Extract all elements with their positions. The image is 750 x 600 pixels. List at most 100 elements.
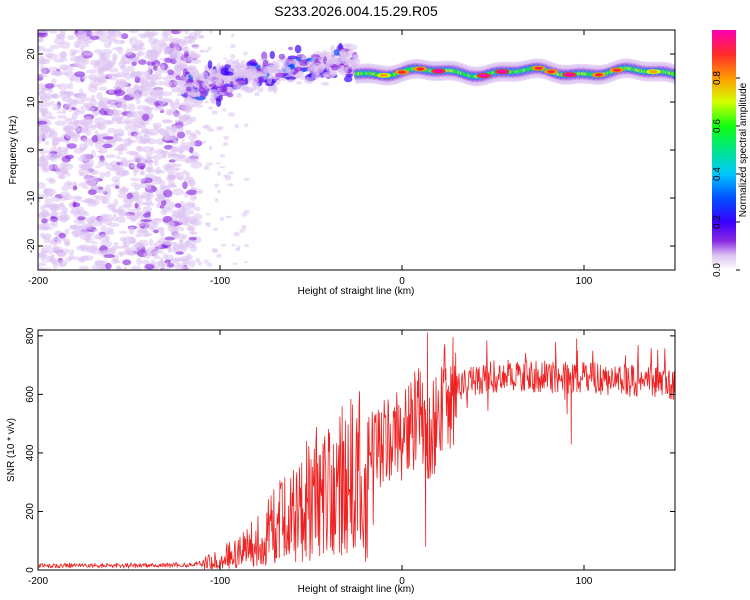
noise-blob [108, 89, 114, 93]
colorbar-tick-label: 0.4 [712, 167, 723, 181]
noise-blob [185, 130, 192, 132]
colorbar-gradient [712, 30, 736, 270]
noise-blob [158, 250, 165, 254]
signal-blob [281, 59, 292, 66]
noise-blob [163, 189, 173, 198]
noise-blob [160, 208, 168, 216]
colorbar-tick-label: 0.6 [712, 119, 723, 133]
noise-blob [161, 31, 169, 39]
signal-blob [286, 79, 295, 83]
noise-blob [172, 125, 184, 133]
noise-blob [133, 84, 139, 90]
noise-blob [143, 98, 150, 103]
signal-blob [195, 75, 202, 80]
noise-blob [140, 259, 150, 264]
snr-ticks: -200 -100 0 100 0 200 400 600 800 [25, 327, 675, 587]
noise-blob [191, 219, 202, 226]
noise-blob [180, 141, 186, 145]
noise-blob [179, 144, 186, 148]
noise-blob [99, 213, 109, 222]
noise-blob [135, 152, 140, 158]
noise-blob [64, 126, 72, 132]
noise-blob [193, 213, 203, 221]
noise-blob [87, 167, 95, 173]
signal-blob [254, 91, 260, 97]
noise-blob [94, 165, 102, 169]
signal-blob [183, 92, 189, 98]
noise-blob [42, 48, 54, 52]
noise-blob [38, 74, 48, 78]
noise-blob [129, 164, 139, 168]
noise-blob [188, 134, 196, 141]
noise-blob [87, 74, 99, 80]
noise-blob [162, 163, 174, 171]
noise-blob [43, 233, 52, 240]
noise-blob [54, 120, 67, 126]
noise-blob [192, 103, 204, 108]
signal-blob [287, 55, 298, 60]
signal-blob [333, 49, 340, 56]
noise-blob [167, 69, 174, 76]
spectrogram-ytick-label: 0 [26, 147, 37, 153]
noise-blob [177, 176, 184, 181]
noise-blob [82, 185, 89, 189]
snr-frame [37, 329, 676, 571]
noise-blob [129, 36, 138, 42]
noise-blob [207, 128, 215, 132]
noise-blob [93, 229, 98, 232]
signal-blob [244, 68, 253, 75]
noise-blob [239, 228, 245, 233]
noise-blob [97, 149, 103, 153]
noise-blob [100, 225, 107, 232]
noise-blob [111, 116, 120, 122]
noise-blob [78, 88, 84, 96]
noise-blob [178, 30, 184, 34]
noise-blob [168, 35, 174, 43]
noise-blob [137, 33, 145, 38]
noise-blob [150, 31, 159, 36]
spectrogram-xtick-label: -100 [210, 276, 230, 287]
signal-blob [344, 43, 353, 47]
noise-blob [62, 163, 74, 171]
noise-blob [79, 244, 90, 250]
noise-blob [97, 160, 108, 167]
noise-blob [164, 241, 177, 246]
noise-blob [171, 163, 176, 168]
noise-blob [227, 171, 234, 175]
noise-blob [72, 202, 81, 208]
noise-blob [244, 243, 249, 248]
noise-blob [192, 43, 200, 50]
noise-blob [50, 100, 55, 106]
noise-blob [57, 115, 67, 119]
noise-blob [119, 187, 130, 193]
noise-blob [39, 95, 48, 101]
noise-blob [68, 82, 74, 90]
noise-blob [159, 184, 170, 190]
noise-blob [141, 129, 150, 134]
noise-blob [188, 260, 196, 268]
noise-blob [162, 253, 168, 260]
noise-blob [107, 127, 117, 134]
noise-blob [103, 103, 110, 112]
noise-blob [49, 222, 56, 226]
chart-title: S233.2026.004.15.29.R05 [274, 3, 438, 19]
noise-blob [124, 236, 133, 241]
noise-blob [118, 60, 126, 68]
noise-blob [149, 90, 157, 96]
signal-blob [331, 64, 339, 71]
spectrogram-heatmap [38, 30, 675, 270]
noise-blob [129, 240, 137, 245]
noise-blob [172, 188, 184, 196]
noise-blob [128, 91, 140, 98]
signal-blob [196, 91, 201, 98]
noise-blob [182, 46, 187, 52]
noise-blob [77, 30, 83, 34]
noise-blob [148, 238, 154, 247]
noise-blob [150, 176, 162, 185]
noise-blob [182, 170, 189, 175]
noise-blob [102, 143, 113, 149]
noise-blob [234, 123, 239, 129]
noise-blob [103, 42, 112, 48]
noise-blob [215, 162, 221, 165]
